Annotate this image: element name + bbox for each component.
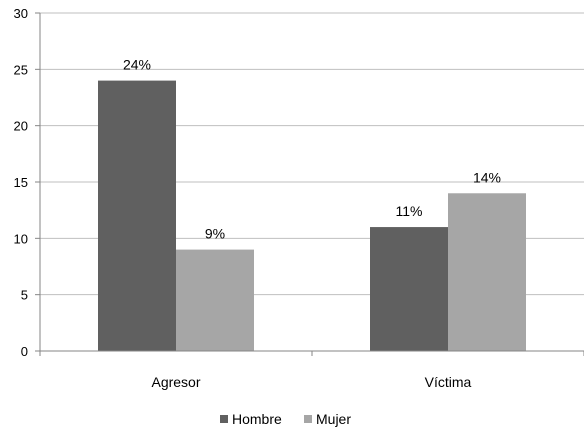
y-tick-label: 5 xyxy=(21,288,28,303)
legend-label-hombre: Hombre xyxy=(232,411,282,427)
y-tick-label: 0 xyxy=(21,344,28,359)
legend-label-mujer: Mujer xyxy=(316,411,351,427)
bar-hombre-1 xyxy=(98,80,176,351)
data-label: 14% xyxy=(473,169,501,185)
data-labels: 24% 9% 11% 14% xyxy=(123,57,501,242)
y-axis: 0 5 10 15 20 25 30 xyxy=(14,6,41,359)
data-label: 9% xyxy=(205,226,225,242)
y-tick-label: 25 xyxy=(14,62,28,77)
bar-mujer-2 xyxy=(448,193,526,351)
bar-mujer-1 xyxy=(176,249,254,351)
y-tick-label: 10 xyxy=(14,231,28,246)
bar-hombre-2 xyxy=(370,227,448,351)
legend-swatch-hombre xyxy=(220,415,228,423)
x-category-label: Víctima xyxy=(425,374,472,390)
bars xyxy=(98,80,526,351)
y-tick-label: 15 xyxy=(14,175,28,190)
x-category-label: Agresor xyxy=(151,374,200,390)
legend-swatch-mujer xyxy=(304,415,312,423)
x-axis: Agresor Víctima xyxy=(39,350,584,390)
legend: Hombre Mujer xyxy=(220,411,351,427)
y-tick-label: 30 xyxy=(14,6,28,21)
data-label: 24% xyxy=(123,57,151,73)
y-tick-label: 20 xyxy=(14,119,28,134)
data-label: 11% xyxy=(396,203,423,219)
